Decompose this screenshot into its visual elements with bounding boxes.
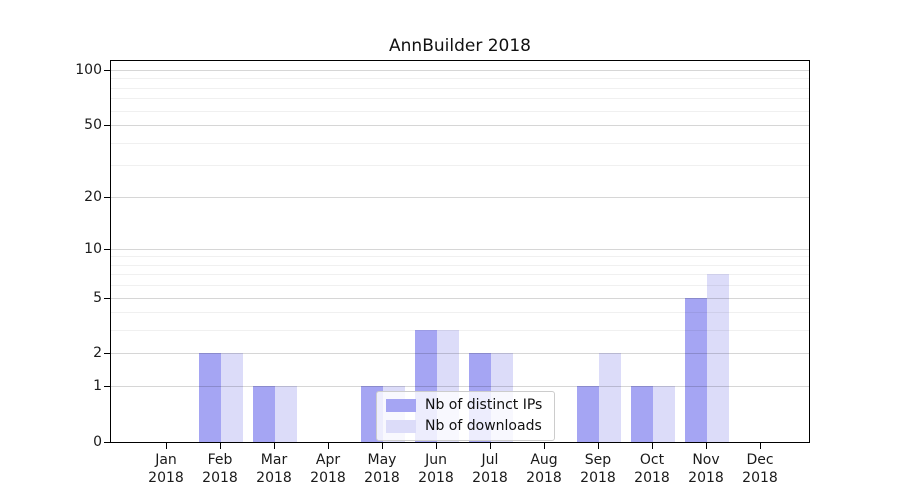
y-tick-mark	[104, 248, 110, 250]
x-label-year: 2018	[688, 470, 724, 486]
gridline-minor	[111, 110, 809, 112]
x-tick-mark	[490, 443, 491, 449]
x-label-month: Dec	[746, 452, 774, 468]
x-label-month: Aug	[530, 452, 558, 468]
x-tick-mark	[598, 443, 599, 449]
x-label-year: 2018	[526, 470, 562, 486]
legend-item-downloads: Nb of downloads	[386, 419, 542, 434]
x-label-month: Jul	[481, 452, 499, 468]
x-tick-mark	[382, 443, 383, 449]
y-tick-mark	[104, 297, 110, 299]
y-tick-mark	[104, 70, 110, 71]
y-tick-mark	[104, 125, 110, 127]
x-tick-label-nov: Nov 2018	[676, 451, 736, 487]
bar-mar-downloads	[275, 386, 297, 442]
x-tick-mark	[760, 443, 761, 449]
x-tick-label-dec: Dec 2018	[730, 451, 790, 487]
y-tick-label-2: 2	[93, 345, 102, 362]
x-tick-label-mar: Mar 2018	[244, 451, 304, 487]
x-tick-mark	[652, 443, 653, 449]
gridline-minor	[111, 78, 809, 80]
y-tick-label-5: 5	[93, 289, 102, 306]
legend-item-distinct-ips: Nb of distinct IPs	[386, 398, 542, 413]
bar-feb-distinct-ips	[199, 353, 221, 442]
gridline-minor	[111, 165, 809, 167]
x-tick-mark	[274, 443, 275, 449]
gridline-major	[111, 196, 809, 198]
y-tick-mark	[104, 386, 110, 388]
legend: Nb of distinct IPs Nb of downloads	[376, 391, 556, 441]
legend-swatch-distinct-ips	[386, 399, 416, 412]
x-label-month: Sep	[584, 452, 612, 468]
x-label-year: 2018	[634, 470, 670, 486]
x-tick-label-jun: Jun 2018	[406, 451, 466, 487]
x-label-month: Mar	[260, 452, 288, 468]
bar-oct-distinct-ips	[631, 386, 653, 442]
x-tick-label-may: May 2018	[352, 451, 412, 487]
legend-label-distinct-ips: Nb of distinct IPs	[425, 397, 543, 413]
x-label-month: Feb	[207, 452, 233, 468]
x-label-year: 2018	[580, 470, 616, 486]
y-tick-label-100: 100	[75, 62, 102, 78]
legend-label-downloads: Nb of downloads	[425, 418, 542, 434]
y-tick-label-0: 0	[93, 434, 102, 450]
gridline-minor	[111, 285, 809, 287]
x-label-month: Jun	[425, 452, 447, 468]
y-tick-mark	[104, 442, 110, 443]
gridline-major	[111, 248, 809, 250]
x-label-month: May	[367, 452, 397, 468]
x-tick-label-jan: Jan 2018	[136, 451, 196, 487]
x-tick-label-apr: Apr 2018	[298, 451, 358, 487]
x-tick-mark	[166, 443, 167, 449]
x-label-year: 2018	[742, 470, 778, 486]
x-label-year: 2018	[310, 470, 346, 486]
x-label-year: 2018	[148, 470, 184, 486]
x-tick-label-jul: Jul 2018	[460, 451, 520, 487]
y-tick-label-10: 10	[84, 240, 102, 257]
x-label-year: 2018	[364, 470, 400, 486]
x-tick-mark	[544, 443, 545, 449]
y-tick-mark	[104, 196, 110, 198]
x-tick-mark	[328, 443, 329, 449]
x-label-year: 2018	[418, 470, 454, 486]
gridline-minor	[111, 264, 809, 266]
bar-nov-downloads	[707, 274, 729, 442]
bar-oct-downloads	[653, 386, 675, 442]
bar-feb-downloads	[221, 353, 243, 442]
x-tick-mark	[706, 443, 707, 449]
bar-sep-downloads	[599, 353, 621, 442]
x-label-year: 2018	[472, 470, 508, 486]
x-label-month: Nov	[692, 452, 720, 468]
gridline-major	[111, 70, 809, 71]
chart-title: AnnBuilder 2018	[389, 36, 531, 56]
x-tick-mark	[436, 443, 437, 449]
gridline-minor	[111, 256, 809, 258]
x-label-year: 2018	[256, 470, 292, 486]
x-tick-label-oct: Oct 2018	[622, 451, 682, 487]
bar-sep-distinct-ips	[577, 386, 599, 442]
plot-area	[110, 60, 810, 443]
x-label-month: Oct	[639, 452, 665, 468]
legend-swatch-downloads	[386, 420, 416, 433]
y-tick-label-1: 1	[93, 378, 102, 395]
x-label-month: Jan	[155, 452, 177, 468]
x-tick-label-aug: Aug 2018	[514, 451, 574, 487]
x-label-month: Apr	[315, 452, 341, 468]
x-tick-label-sep: Sep 2018	[568, 451, 628, 487]
gridline-minor	[111, 274, 809, 276]
gridline-minor	[111, 98, 809, 100]
bar-mar-distinct-ips	[253, 386, 275, 442]
bar-nov-distinct-ips	[685, 297, 707, 442]
y-tick-label-20: 20	[84, 188, 102, 205]
x-label-year: 2018	[202, 470, 238, 486]
y-tick-label-50: 50	[84, 117, 102, 134]
x-tick-mark	[220, 443, 221, 449]
gridline-minor	[111, 87, 809, 89]
gridline-minor	[111, 142, 809, 144]
x-tick-label-feb: Feb 2018	[190, 451, 250, 487]
gridline-major	[111, 125, 809, 127]
y-tick-mark	[104, 353, 110, 355]
